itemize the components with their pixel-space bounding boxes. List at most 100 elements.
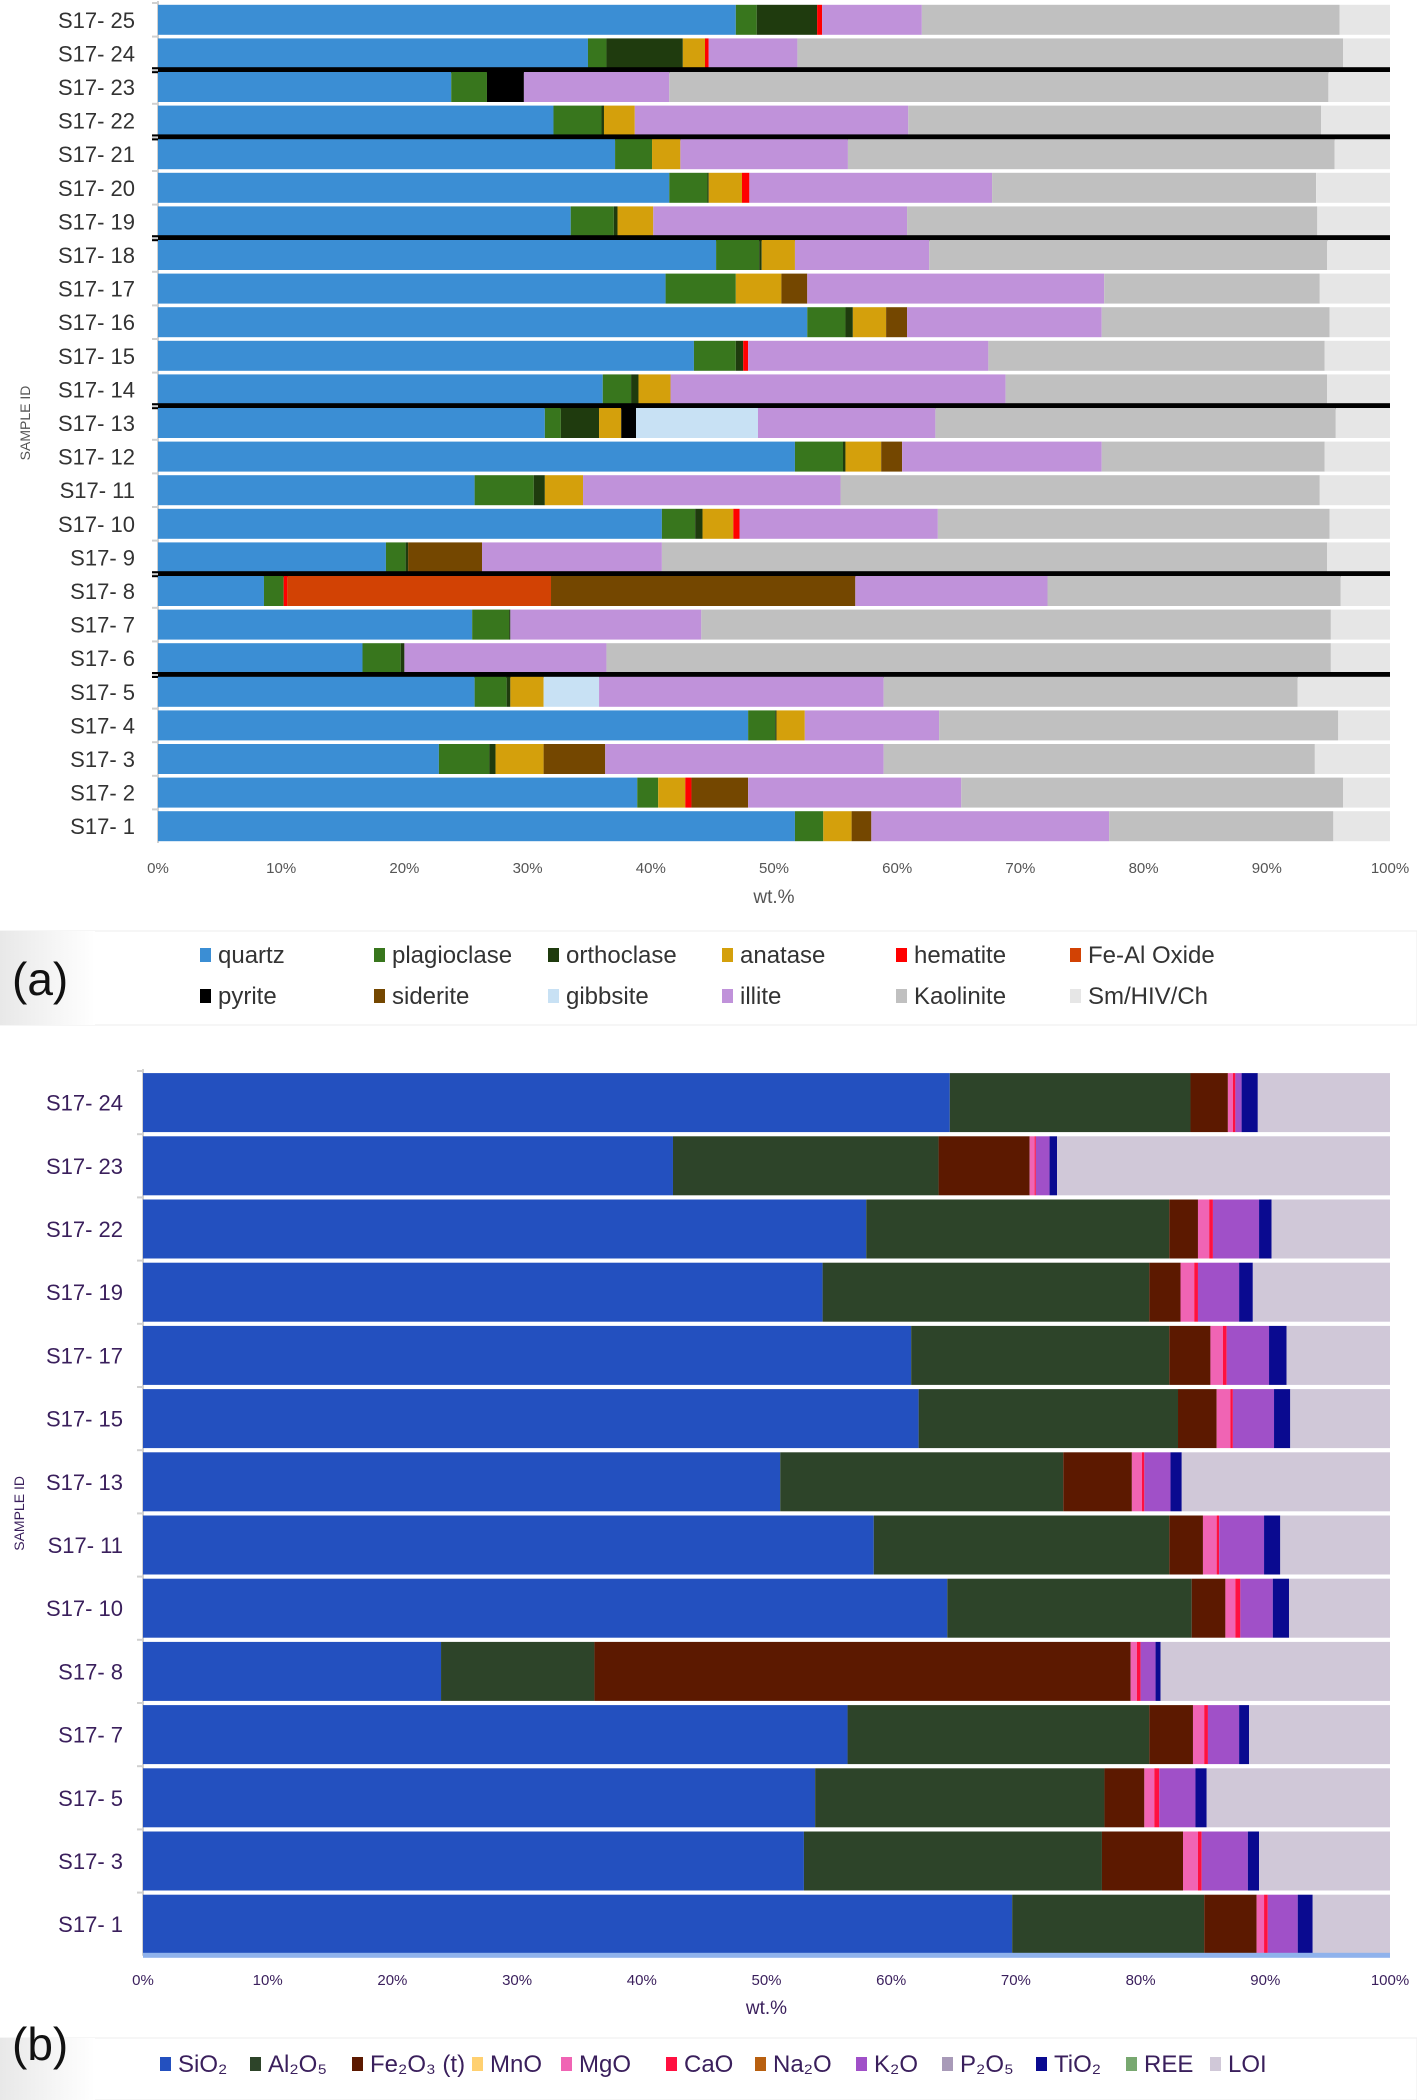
legend-item: Fe-Al Oxide [1070,942,1215,969]
bar-segment-anatase [510,676,544,707]
bar-segment-cao [1230,1389,1233,1449]
bar-segment-quartz [158,508,662,539]
bar-segment-anatase [603,105,635,136]
bar-segment-cao [1216,1515,1220,1575]
bar-segment-orthoclase [631,374,639,405]
bar-segment-cao [1232,1073,1236,1133]
bar-segment-plagioclase [794,441,843,472]
bar-segment-al-o- [822,1262,1150,1322]
bar-segment-loi [1257,1073,1390,1133]
category-label: S17- 19 [58,209,135,234]
bar-segment-hematite [733,508,740,539]
bar-segment-cao [1194,1262,1198,1322]
bar-segment-anatase [658,777,686,808]
bar-segment-orthoclase [735,340,744,371]
bar-segment-loi [1280,1515,1390,1575]
bar-segment-illite [404,643,607,674]
bar-segment-gibbsite [543,676,600,707]
bar-segment-plagioclase [472,609,510,640]
bar-segment-sm-hiv-ch [1297,676,1390,707]
bar-segment-kaolinite [961,777,1344,808]
category-label: S17- 22 [46,1217,123,1242]
category-label: S17- 6 [70,646,135,671]
bar-segment-kaolinite [1101,441,1325,472]
bar-segment-cao [1222,1325,1227,1385]
x-tick-label: 70% [1001,1972,1031,1989]
y-axis-title: SAMPLE ID [17,386,33,461]
bar-segment-loi [1271,1199,1390,1259]
bar-segment-al-o- [803,1831,1102,1891]
legend-label: LOI [1228,2051,1267,2078]
bar-segment-k-o [1232,1389,1275,1449]
bar-segment-loi [1290,1389,1390,1449]
bar-segment-fe-al-oxide [287,576,552,606]
bar-segment-mgo [1131,1452,1142,1512]
bar-segment-sm-hiv-ch [1317,206,1390,237]
category-label: S17- 24 [58,41,135,66]
bar-segment-mgo [1225,1578,1236,1638]
bar-segment-plagioclase [474,676,507,707]
bar-segment-plagioclase [716,240,760,270]
bar-segment-illite [757,408,936,438]
bar-segment-orthoclase [400,643,405,674]
bar-segment-anatase [776,710,805,741]
bar-segment-quartz [158,172,670,203]
category-label: S17- 8 [70,579,135,604]
bar-segment-kaolinite [1109,811,1334,842]
bar-segment-orthoclase [707,172,709,203]
bar-segment-kaolinite [701,609,1331,640]
bar-segment-al-o- [866,1199,1170,1259]
bar-segment-sm-hiv-ch [1327,542,1390,573]
legend-swatch [1070,948,1081,962]
legend-item: siderite [374,983,469,1010]
legend-label: hematite [914,942,1006,969]
bar-segment-cao [1154,1768,1160,1828]
category-label: S17- 17 [58,277,135,302]
bar-segment-quartz [158,307,808,338]
bar-segment-quartz [158,408,545,438]
bar-segment-fe-o-t- [1204,1894,1257,1954]
bar-segment-k-o [1144,1452,1171,1512]
bar-segment-orthoclase [509,609,511,640]
bar-segment-quartz [158,777,638,808]
bar-segment-mgo [1227,1073,1233,1133]
bar-segment-kaolinite [606,643,1331,674]
bar-segment-kaolinite [1005,374,1328,405]
bar-segment-quartz [158,609,473,640]
bar-segment-orthoclase [775,710,777,741]
bar-segment-siderite [851,811,872,842]
category-label: S17- 20 [58,176,135,201]
bar-segment-loi [1249,1705,1390,1765]
legend-swatch [352,2057,363,2071]
bar-segment-al-o- [949,1073,1191,1133]
category-label: S17- 15 [46,1407,123,1432]
legend-item: CaO [666,2051,733,2078]
legend-swatch [856,2057,867,2071]
bar-segment-kaolinite [935,408,1336,438]
bar-segment-kaolinite [929,240,1328,270]
bar-segment-k-o [1197,1262,1240,1322]
bar-segment-anatase [761,240,795,270]
legend-swatch [942,2057,953,2071]
bar-segment-siderite [543,744,606,774]
bar-segment-anatase [702,508,734,539]
bar-segment-mgo [1202,1515,1217,1575]
bar-segment-siderite [691,777,749,808]
category-label: S17- 4 [70,713,135,738]
x-tick-label: 20% [389,860,419,877]
legend-item: P₂O₅ [942,2051,1014,2078]
legend-swatch [561,2057,572,2071]
bar-segment-orthoclase [489,744,496,774]
bar-segment-anatase [617,206,654,237]
bar-segment-plagioclase [735,4,757,35]
bar-segment-tio- [1195,1768,1207,1828]
bar-segment-kaolinite [1101,307,1330,338]
bar-segment-mgo [1182,1831,1198,1891]
bar-segment-fe-o-t- [1190,1073,1228,1133]
bar-segment-quartz [158,374,603,405]
bar-segment-al-o- [918,1389,1179,1449]
legend-label: K₂O [874,2051,918,2078]
bar-segment-orthoclase [405,542,409,573]
legend-label: P₂O₅ [960,2051,1014,2078]
bar-segment-sm-hiv-ch [1319,475,1390,506]
